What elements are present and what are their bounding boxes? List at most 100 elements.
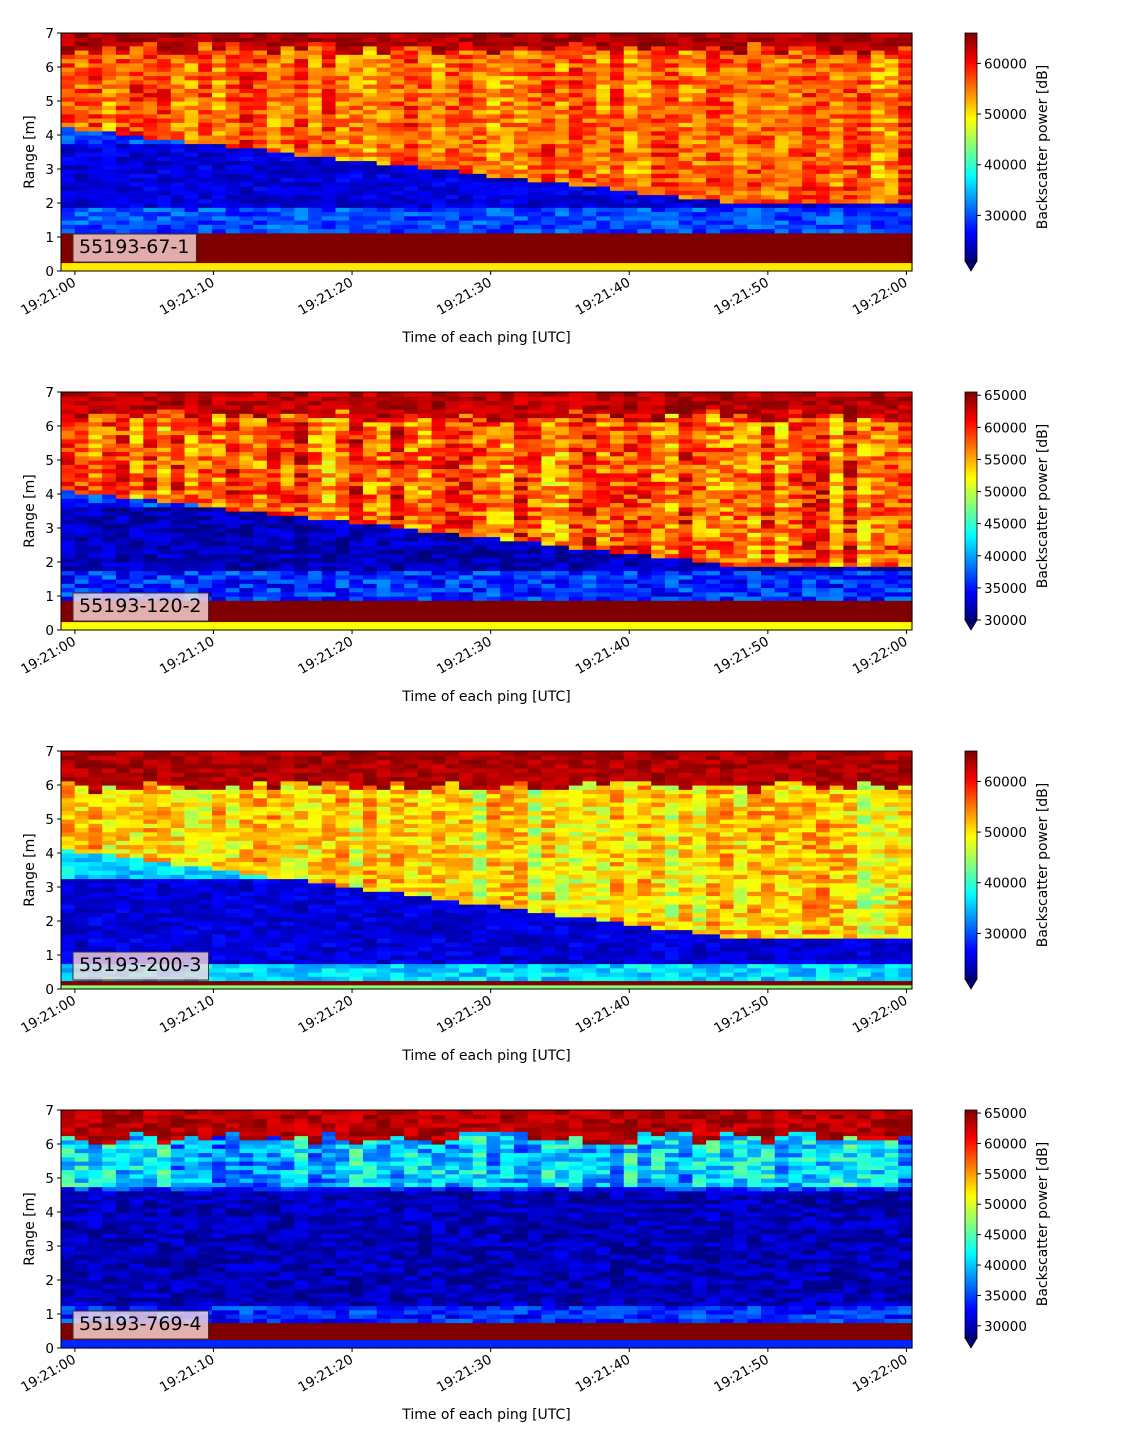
heatmap-cell	[706, 262, 721, 268]
heatmap-cell	[513, 228, 529, 234]
heatmap-cell	[815, 245, 831, 251]
heatmap-cell	[88, 186, 103, 191]
heatmap-cell	[417, 147, 433, 153]
heatmap-cell	[294, 438, 309, 444]
heatmap-cell	[349, 258, 364, 264]
heatmap-cell	[898, 241, 913, 247]
heatmap-cell	[129, 109, 144, 115]
heatmap-cell	[143, 506, 158, 512]
heatmap-cell	[225, 545, 241, 550]
heatmap-cell	[170, 574, 186, 580]
heatmap-cell	[211, 228, 227, 234]
heatmap-cell	[253, 241, 268, 247]
heatmap-cell	[623, 215, 639, 221]
heatmap-cell	[472, 203, 488, 208]
heatmap-cell	[321, 566, 337, 572]
colorbar-segment	[965, 205, 977, 209]
heatmap-cell	[102, 147, 117, 153]
heatmap-cell	[157, 50, 172, 55]
heatmap-cell	[527, 130, 543, 136]
heatmap-cell	[857, 198, 872, 204]
heatmap-cell	[362, 37, 378, 43]
heatmap-cell	[225, 570, 241, 576]
heatmap-cell	[596, 164, 611, 170]
heatmap-cell	[527, 101, 543, 106]
heatmap-cell	[815, 173, 831, 179]
heatmap-cell	[788, 143, 803, 149]
heatmap-cell	[596, 186, 611, 191]
heatmap-cell	[335, 511, 350, 516]
heatmap-cell	[884, 135, 899, 140]
heatmap-cell	[239, 489, 254, 495]
heatmap-cell	[802, 101, 817, 106]
heatmap-cell	[349, 438, 364, 444]
heatmap-cell	[843, 118, 858, 123]
heatmap-cell	[802, 143, 817, 149]
heatmap-cell	[294, 545, 309, 550]
heatmap-cell	[664, 160, 680, 166]
heatmap-cell	[404, 37, 419, 43]
heatmap-cell	[417, 245, 433, 251]
heatmap-cell	[74, 434, 90, 440]
heatmap-cell	[74, 37, 90, 43]
colorbar-segment	[965, 166, 977, 169]
heatmap-cell	[802, 126, 817, 132]
heatmap-cell	[335, 224, 350, 230]
heatmap-cell	[157, 417, 172, 423]
colorbar-segment	[965, 133, 977, 137]
heatmap-cell	[651, 156, 666, 162]
heatmap-cell	[651, 245, 666, 251]
heatmap-cell	[788, 220, 803, 225]
heatmap-cell	[102, 485, 117, 491]
heatmap-cell	[527, 50, 543, 55]
heatmap-cell	[102, 190, 117, 196]
heatmap-cell	[294, 549, 309, 555]
heatmap-cell	[486, 126, 501, 132]
heatmap-cell	[74, 532, 90, 538]
heatmap-cell	[568, 105, 584, 111]
heatmap-cell	[651, 258, 666, 264]
heatmap-cell	[829, 92, 844, 98]
heatmap-cell	[102, 228, 117, 234]
heatmap-cell	[610, 79, 625, 85]
heatmap-cell	[898, 105, 913, 111]
heatmap-cell	[651, 177, 666, 183]
heatmap-cell	[61, 194, 76, 200]
heatmap-cell	[747, 241, 762, 247]
heatmap-cell	[472, 126, 488, 132]
heatmap-cell	[362, 211, 378, 217]
heatmap-cell	[884, 37, 899, 43]
heatmap-cell	[815, 118, 831, 123]
heatmap-cell	[857, 109, 872, 115]
heatmap-cell	[61, 33, 76, 38]
heatmap-cell	[843, 84, 858, 89]
heatmap-cell	[294, 494, 309, 499]
heatmap-cell	[239, 109, 254, 115]
heatmap-cell	[335, 198, 350, 204]
heatmap-cell	[829, 169, 844, 174]
heatmap-cell	[88, 147, 103, 153]
heatmap-cell	[884, 203, 899, 208]
heatmap-cell	[308, 502, 323, 508]
heatmap-cell	[664, 215, 680, 221]
heatmap-cell	[184, 536, 199, 542]
heatmap-cell	[321, 413, 337, 419]
heatmap-cell	[129, 553, 144, 559]
heatmap-cell	[88, 88, 103, 94]
heatmap-cell	[102, 173, 117, 179]
heatmap-cell	[513, 126, 529, 132]
heatmap-cell	[170, 528, 186, 533]
heatmap-cell	[431, 186, 446, 191]
heatmap-cell	[513, 58, 529, 64]
heatmap-cell	[253, 579, 268, 584]
heatmap-cell	[294, 262, 309, 268]
heatmap-cell	[294, 404, 309, 410]
heatmap-cell	[376, 540, 392, 546]
heatmap-cell	[266, 455, 282, 461]
heatmap-cell	[610, 228, 625, 234]
heatmap-cell	[349, 532, 364, 538]
heatmap-cell	[102, 84, 117, 89]
heatmap-cell	[527, 135, 543, 140]
heatmap-cell	[568, 186, 584, 191]
heatmap-cell	[870, 130, 886, 136]
